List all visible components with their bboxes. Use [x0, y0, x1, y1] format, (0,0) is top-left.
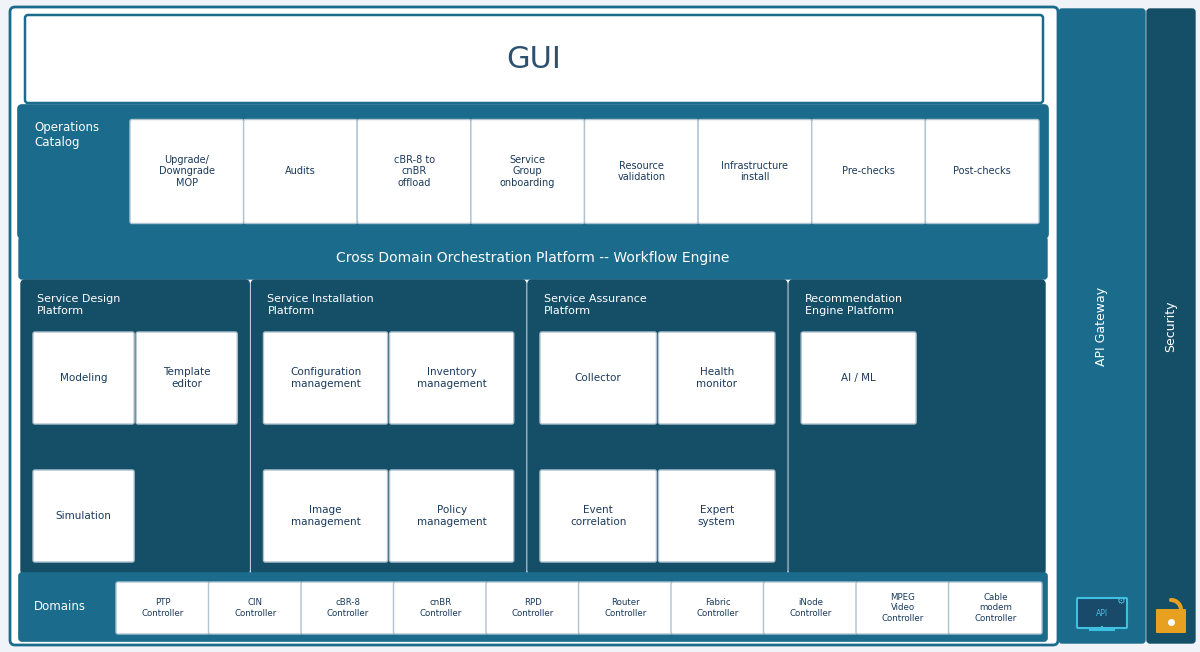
- Text: Service Assurance
Platform: Service Assurance Platform: [544, 294, 647, 316]
- FancyBboxPatch shape: [698, 119, 811, 224]
- FancyBboxPatch shape: [394, 582, 487, 634]
- Text: cBR-8
Controller: cBR-8 Controller: [326, 599, 368, 617]
- Text: MPEG
Video
Controller: MPEG Video Controller: [882, 593, 924, 623]
- Text: Service Installation
Platform: Service Installation Platform: [268, 294, 374, 316]
- Text: Image
management: Image management: [290, 505, 360, 527]
- Text: Modeling: Modeling: [60, 373, 107, 383]
- Text: Fabric
Controller: Fabric Controller: [697, 599, 739, 617]
- FancyBboxPatch shape: [19, 237, 1046, 279]
- Text: GUI: GUI: [506, 44, 562, 74]
- FancyBboxPatch shape: [1156, 609, 1186, 633]
- Text: Security: Security: [1164, 301, 1177, 351]
- FancyBboxPatch shape: [584, 119, 698, 224]
- Text: Cross Domain Orchestration Platform -- Workflow Engine: Cross Domain Orchestration Platform -- W…: [336, 251, 730, 265]
- Text: Service Design
Platform: Service Design Platform: [37, 294, 120, 316]
- Text: Operations
Catalog: Operations Catalog: [34, 121, 100, 149]
- FancyBboxPatch shape: [790, 280, 1045, 574]
- Text: Health
monitor: Health monitor: [696, 367, 737, 389]
- FancyBboxPatch shape: [856, 582, 949, 634]
- Text: Event
correlation: Event correlation: [570, 505, 626, 527]
- Text: cBR-8 to
cnBR
offload: cBR-8 to cnBR offload: [394, 155, 434, 188]
- FancyBboxPatch shape: [390, 470, 514, 562]
- FancyBboxPatch shape: [390, 332, 514, 424]
- FancyBboxPatch shape: [264, 470, 388, 562]
- Text: Post-checks: Post-checks: [953, 166, 1012, 177]
- Text: Upgrade/
Downgrade
MOP: Upgrade/ Downgrade MOP: [158, 155, 215, 188]
- FancyBboxPatch shape: [925, 119, 1039, 224]
- FancyBboxPatch shape: [1060, 9, 1145, 643]
- FancyBboxPatch shape: [10, 7, 1058, 645]
- FancyBboxPatch shape: [578, 582, 672, 634]
- FancyBboxPatch shape: [252, 280, 526, 574]
- FancyBboxPatch shape: [802, 332, 916, 424]
- Text: Domains: Domains: [34, 600, 86, 614]
- FancyBboxPatch shape: [528, 280, 787, 574]
- Text: iNode
Controller: iNode Controller: [790, 599, 832, 617]
- FancyBboxPatch shape: [659, 332, 775, 424]
- Text: Expert
system: Expert system: [697, 505, 736, 527]
- FancyBboxPatch shape: [470, 119, 584, 224]
- FancyBboxPatch shape: [486, 582, 580, 634]
- FancyBboxPatch shape: [763, 582, 857, 634]
- Text: Configuration
management: Configuration management: [290, 367, 361, 389]
- FancyBboxPatch shape: [18, 105, 1048, 238]
- FancyBboxPatch shape: [1078, 598, 1127, 628]
- Text: AI / ML: AI / ML: [841, 373, 876, 383]
- Text: cnBR
Controller: cnBR Controller: [419, 599, 461, 617]
- FancyBboxPatch shape: [136, 332, 238, 424]
- Text: Simulation: Simulation: [55, 511, 112, 521]
- FancyBboxPatch shape: [811, 119, 925, 224]
- FancyBboxPatch shape: [264, 332, 388, 424]
- FancyBboxPatch shape: [659, 470, 775, 562]
- FancyBboxPatch shape: [209, 582, 302, 634]
- FancyBboxPatch shape: [358, 119, 470, 224]
- Text: API: API: [1096, 608, 1108, 617]
- Text: Inventory
management: Inventory management: [416, 367, 486, 389]
- Text: Collector: Collector: [575, 373, 622, 383]
- Text: Service
Group
onboarding: Service Group onboarding: [500, 155, 556, 188]
- FancyBboxPatch shape: [540, 332, 656, 424]
- Text: Audits: Audits: [286, 166, 316, 177]
- Text: Template
editor: Template editor: [163, 367, 210, 389]
- FancyBboxPatch shape: [22, 280, 250, 574]
- FancyBboxPatch shape: [540, 470, 656, 562]
- FancyBboxPatch shape: [671, 582, 764, 634]
- FancyBboxPatch shape: [301, 582, 395, 634]
- Text: CIN
Controller: CIN Controller: [234, 599, 276, 617]
- FancyBboxPatch shape: [19, 573, 1046, 641]
- Text: Cable
modem
Controller: Cable modem Controller: [974, 593, 1016, 623]
- FancyBboxPatch shape: [244, 119, 358, 224]
- FancyBboxPatch shape: [1147, 9, 1195, 643]
- FancyBboxPatch shape: [25, 15, 1043, 103]
- Text: Pre-checks: Pre-checks: [842, 166, 895, 177]
- FancyBboxPatch shape: [32, 470, 134, 562]
- Text: Policy
management: Policy management: [416, 505, 486, 527]
- FancyBboxPatch shape: [116, 582, 210, 634]
- Text: ⚙: ⚙: [1116, 596, 1124, 606]
- Text: PTP
Controller: PTP Controller: [142, 599, 184, 617]
- Text: RPD
Controller: RPD Controller: [511, 599, 554, 617]
- Text: Infrastructure
install: Infrastructure install: [721, 160, 788, 183]
- FancyBboxPatch shape: [948, 582, 1042, 634]
- FancyBboxPatch shape: [32, 332, 134, 424]
- Text: API Gateway: API Gateway: [1096, 286, 1109, 366]
- FancyBboxPatch shape: [130, 119, 244, 224]
- Text: Router
Controller: Router Controller: [604, 599, 647, 617]
- FancyBboxPatch shape: [20, 282, 1046, 572]
- Text: Resource
validation: Resource validation: [617, 160, 665, 183]
- Text: Recommendation
Engine Platform: Recommendation Engine Platform: [805, 294, 904, 316]
